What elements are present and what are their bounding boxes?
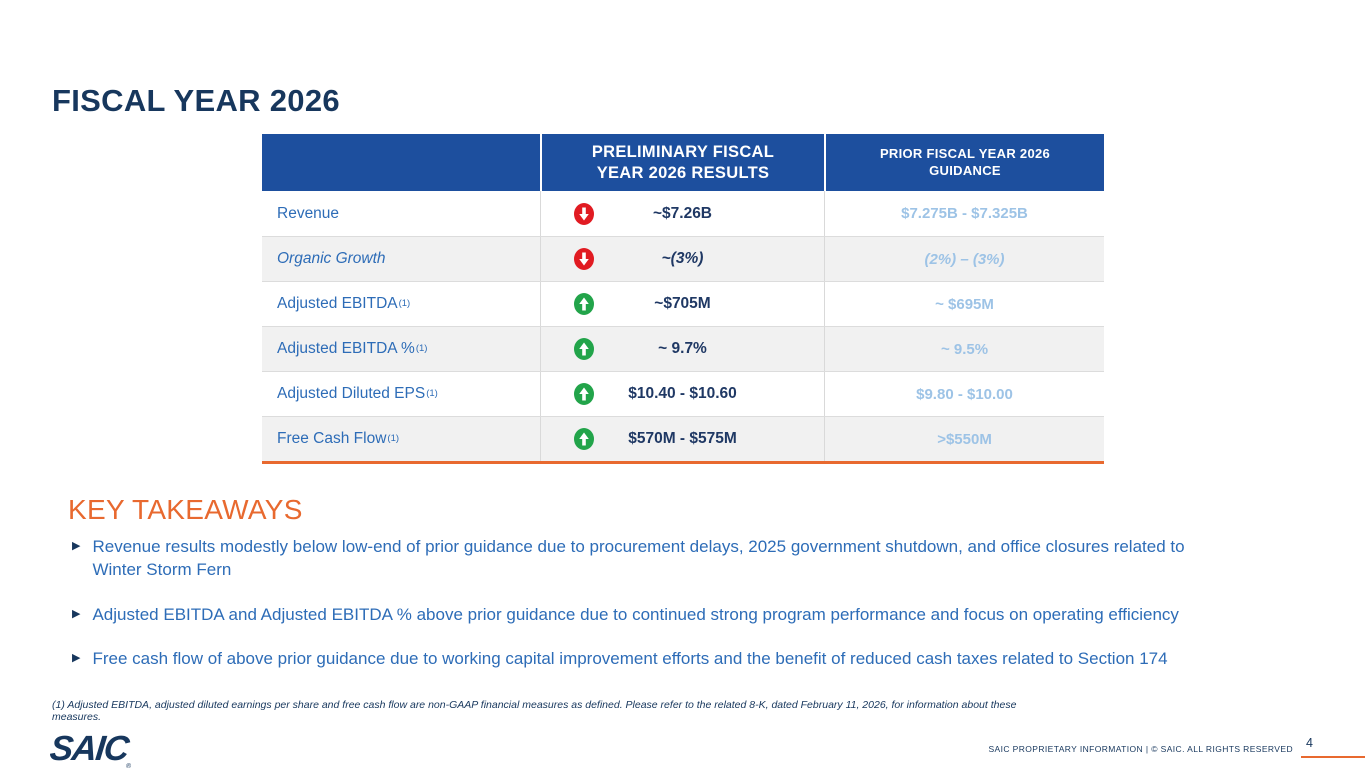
up-arrow-icon	[574, 338, 594, 360]
row-label-text: Adjusted EBITDA	[277, 295, 398, 312]
guidance-value: >$550M	[824, 417, 1104, 461]
footer-accent-line	[1301, 756, 1365, 758]
result-value: ~ 9.7%	[658, 340, 707, 357]
row-label: Adjusted Diluted EPS (1)	[277, 385, 438, 402]
bullet-text: Revenue results modestly below low-end o…	[92, 537, 1185, 579]
up-arrow-icon	[574, 428, 594, 450]
saic-logo-text: SAIC	[48, 729, 130, 768]
bullet-text: Free cash flow of above prior guidance d…	[92, 649, 1168, 669]
table-row-organic-growth: Organic Growth ~(3%) (2%) – (3%)	[262, 236, 1104, 281]
up-arrow-icon	[574, 383, 594, 405]
down-arrow-icon	[574, 248, 594, 270]
guidance-value: $9.80 - $10.00	[824, 372, 1104, 416]
page-title: FISCAL YEAR 2026	[52, 83, 340, 118]
triangle-bullet-icon: ▶	[72, 652, 81, 665]
guidance-value: $7.275B - $7.325B	[824, 191, 1104, 236]
page-number: 4	[1306, 736, 1313, 750]
table-header-row: PRELIMINARY FISCAL YEAR 2026 RESULTS PRI…	[262, 134, 1104, 191]
result-cell: $570M - $575M	[540, 417, 824, 461]
row-label-text: Organic Growth	[277, 250, 386, 267]
footnote: (1) Adjusted EBITDA, adjusted diluted ea…	[52, 699, 1017, 723]
saic-logo: SAIC®	[48, 729, 135, 768]
guidance-value: ~ $695M	[824, 282, 1104, 326]
bullet-text: Adjusted EBITDA and Adjusted EBITDA % ab…	[92, 604, 1179, 624]
row-label: Organic Growth	[262, 237, 540, 281]
row-label: Adjusted EBITDA (1)	[277, 295, 411, 312]
table-row-adjusted-diluted-eps: Adjusted Diluted EPS (1) $10.40 - $10.60 …	[262, 371, 1104, 416]
down-arrow-icon	[574, 202, 594, 225]
row-label-text: Revenue	[277, 204, 340, 222]
registered-mark: ®	[125, 763, 132, 768]
table-row-adjusted-ebitda: Adjusted EBITDA (1) ~$705M ~ $695M	[262, 281, 1104, 326]
row-label-text: Adjusted EBITDA %	[277, 340, 415, 357]
row-label: Revenue	[262, 191, 540, 236]
table-row-free-cash-flow: Free Cash Flow (1) $570M - $575M >$550M	[262, 416, 1104, 461]
row-label: Free Cash Flow (1)	[277, 430, 400, 447]
list-item: ▶ Adjusted EBITDA and Adjusted EBITDA % …	[72, 604, 1232, 627]
guidance-value: (2%) – (3%)	[824, 237, 1104, 281]
key-takeaways-list: ▶ Revenue results modestly below low-end…	[72, 536, 1232, 693]
up-arrow-icon	[574, 293, 594, 315]
table-header-empty	[262, 134, 540, 191]
guidance-value: ~ 9.5%	[824, 327, 1104, 371]
result-cell: $10.40 - $10.60	[540, 372, 824, 416]
triangle-bullet-icon: ▶	[72, 540, 81, 552]
key-takeaways-heading: KEY TAKEAWAYS	[68, 494, 303, 525]
result-value: ~$705M	[654, 295, 711, 312]
table-header-results: PRELIMINARY FISCAL YEAR 2026 RESULTS	[540, 134, 824, 191]
result-value: ~$7.26B	[652, 204, 713, 222]
table-row-adjusted-ebitda-pct: Adjusted EBITDA % (1) ~ 9.7% ~ 9.5%	[262, 326, 1104, 371]
result-cell: ~$705M	[540, 282, 824, 326]
result-value: ~(3%)	[661, 250, 704, 267]
result-cell: ~$7.26B	[540, 191, 824, 236]
list-item: ▶ Revenue results modestly below low-end…	[72, 536, 1232, 582]
row-label-text: Adjusted Diluted EPS	[277, 385, 426, 402]
results-table: PRELIMINARY FISCAL YEAR 2026 RESULTS PRI…	[262, 134, 1104, 464]
triangle-bullet-icon: ▶	[72, 607, 81, 620]
row-label-text: Free Cash Flow	[277, 430, 387, 447]
row-label: Adjusted EBITDA % (1)	[277, 340, 428, 357]
table-row-revenue: Revenue ~$7.26B $7.275B - $7.325B	[262, 191, 1104, 236]
proprietary-notice: SAIC PROPRIETARY INFORMATION | © SAIC. A…	[988, 744, 1293, 754]
result-cell: ~(3%)	[540, 237, 824, 281]
list-item: ▶ Free cash flow of above prior guidance…	[72, 648, 1232, 671]
table-header-guidance: PRIOR FISCAL YEAR 2026 GUIDANCE	[824, 134, 1104, 191]
result-cell: ~ 9.7%	[540, 327, 824, 371]
result-value: $10.40 - $10.60	[628, 385, 737, 402]
result-value: $570M - $575M	[628, 430, 737, 447]
